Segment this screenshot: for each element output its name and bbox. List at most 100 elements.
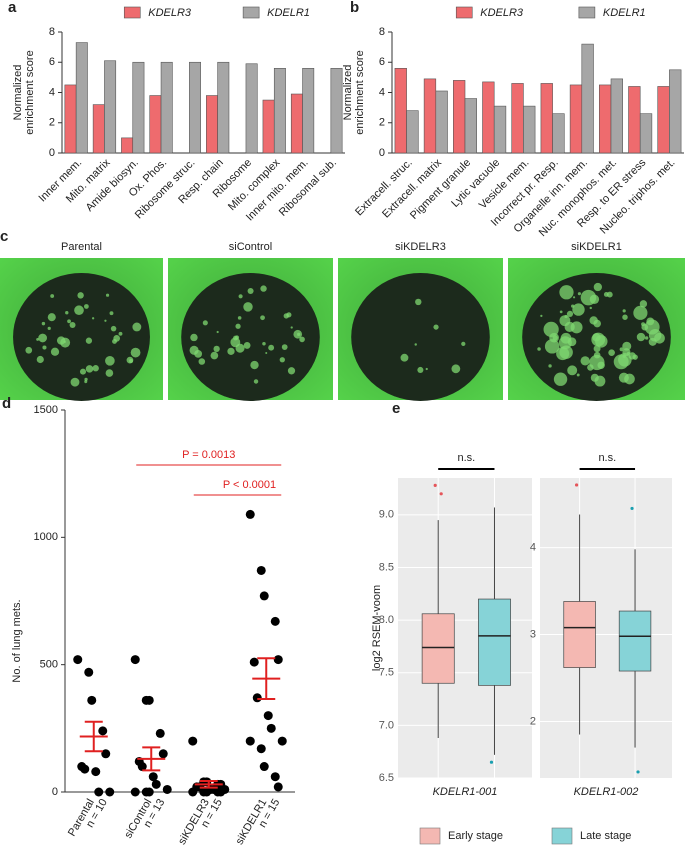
nodule: [577, 292, 582, 296]
nodule: [92, 365, 99, 372]
data-point: [245, 509, 255, 519]
data-point: [155, 728, 165, 738]
nodule: [618, 372, 629, 383]
nodule: [260, 285, 267, 292]
nodule: [632, 354, 638, 360]
nodule: [281, 344, 288, 350]
nodule: [47, 326, 51, 330]
nodule: [243, 302, 253, 312]
y-tick-label: 6.5: [379, 772, 394, 784]
nodule: [129, 359, 134, 363]
bar: [464, 98, 477, 154]
nodule: [622, 354, 626, 359]
nodule: [537, 347, 541, 351]
nodule: [589, 306, 592, 310]
y-tick-label: 8: [49, 26, 55, 38]
nodule: [227, 347, 235, 355]
legend-swatch: [419, 827, 441, 845]
significance-label: n.s.: [598, 452, 616, 464]
data-point: [252, 693, 262, 703]
data-point: [256, 565, 266, 575]
nodule: [36, 355, 44, 364]
nodule: [414, 343, 417, 346]
data-point: [259, 591, 269, 601]
nodule: [216, 330, 219, 334]
data-point: [80, 764, 90, 774]
data-point: [73, 655, 83, 665]
nodule: [297, 332, 301, 336]
bar: [330, 68, 343, 154]
legend-label: Early stage: [448, 830, 503, 842]
nodule: [400, 353, 409, 362]
nodule: [286, 312, 292, 318]
nodule: [576, 373, 580, 377]
data-point: [188, 787, 198, 797]
nodule: [83, 304, 89, 309]
nodule: [279, 357, 285, 363]
nodule: [132, 322, 142, 332]
nodule: [56, 336, 66, 345]
nodule: [74, 305, 84, 316]
nodule: [230, 337, 241, 348]
significance-label: P = 0.0013: [182, 449, 235, 461]
nodule: [243, 342, 251, 349]
nodule: [113, 335, 121, 342]
legend-swatch: [123, 6, 141, 19]
bar: [423, 78, 437, 154]
y-tick-label: 0: [52, 786, 58, 798]
data-point: [256, 744, 266, 754]
nodule: [559, 310, 563, 314]
nodule: [639, 300, 648, 308]
nodule: [65, 311, 69, 315]
bar: [290, 93, 303, 154]
nodule: [47, 313, 56, 322]
nodule: [559, 315, 571, 327]
bar: [189, 61, 201, 154]
y-tick-label: 8.5: [379, 561, 394, 573]
bar: [302, 68, 315, 154]
nodule: [190, 333, 198, 342]
nodule: [287, 367, 296, 375]
data-point: [130, 655, 140, 665]
nodule: [238, 294, 243, 299]
nodule: [213, 345, 220, 353]
y-tick-label: 0: [379, 147, 385, 159]
bar: [160, 61, 173, 154]
nodule: [558, 336, 572, 350]
nodule: [644, 336, 649, 340]
bar: [540, 83, 553, 154]
nodule: [619, 347, 624, 352]
data-point: [162, 784, 172, 794]
nodule: [593, 282, 602, 292]
y-tick-label: 1500: [34, 404, 58, 416]
bar: [245, 63, 258, 154]
data-point: [87, 695, 97, 705]
subplot-title: KDELR1-002: [574, 786, 639, 798]
nodule: [84, 380, 88, 384]
y-tick-label: 0: [49, 147, 55, 159]
nodule: [417, 366, 424, 374]
data-point: [202, 787, 212, 797]
y-tick-label: 6: [49, 56, 55, 68]
nodule: [641, 322, 646, 327]
plot-background: [540, 478, 672, 778]
data-point: [273, 655, 283, 665]
box: [563, 601, 596, 668]
data-point: [158, 749, 168, 759]
nodule: [644, 319, 660, 335]
nodule: [67, 319, 71, 324]
nodule: [109, 311, 114, 316]
legend-label: KDELR1: [603, 7, 646, 19]
data-point: [105, 787, 115, 797]
bar: [406, 110, 419, 154]
image-label: Parental: [61, 241, 102, 253]
y-tick-label: 2: [49, 117, 55, 129]
nodule: [41, 321, 46, 326]
nodule: [235, 323, 241, 329]
y-tick-label: 500: [40, 659, 58, 671]
bar: [149, 95, 162, 154]
nodule: [69, 321, 76, 328]
bar: [657, 86, 670, 154]
significance-label: P < 0.0001: [223, 479, 276, 491]
